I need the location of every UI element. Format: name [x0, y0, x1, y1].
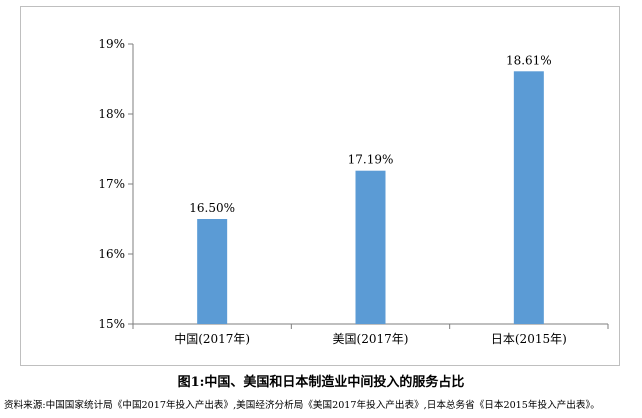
x-tick-label: 美国(2017年) — [333, 332, 409, 346]
x-tick-label: 日本(2015年) — [491, 332, 567, 346]
data-labels: 16.50% 17.19% 18.61% — [189, 53, 551, 215]
source-note: 资料来源:中国国家统计局《中国2017年投入产出表》,美国经济分析局《美国201… — [4, 400, 600, 411]
chart-area — [20, 6, 620, 366]
x-axis-categories: 中国(2017年) 美国(2017年) 日本(2015年) — [174, 331, 567, 346]
bars — [197, 71, 544, 324]
data-label: 16.50% — [189, 201, 235, 215]
y-tick-label: 17% — [98, 177, 125, 191]
y-tick-label: 19% — [98, 37, 125, 51]
y-tick-label: 15% — [98, 317, 125, 331]
data-label: 18.61% — [506, 53, 552, 67]
data-label: 17.19% — [348, 153, 394, 167]
y-tick-label: 16% — [98, 247, 125, 261]
figure-caption: 图1:中国、美国和日本制造业中间投入的服务占比 — [177, 375, 465, 390]
bar — [513, 71, 544, 324]
bar — [197, 219, 228, 324]
bar — [355, 170, 386, 324]
y-axis-ticks: 15% 16% 17% 18% 19% — [98, 37, 609, 331]
y-tick-label: 18% — [98, 107, 125, 121]
x-tick-label: 中国(2017年) — [174, 331, 250, 346]
